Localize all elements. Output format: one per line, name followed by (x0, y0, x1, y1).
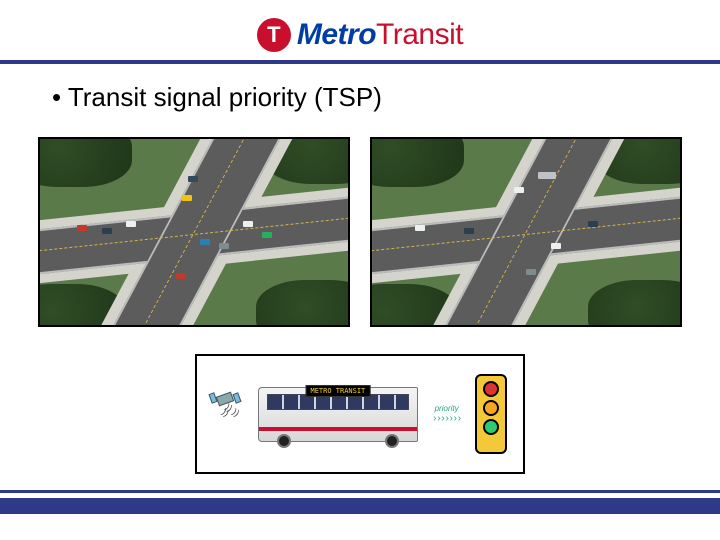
logo-word-transit: Transit (376, 18, 463, 52)
priority-label: priority (435, 404, 459, 413)
intersection-after-image (370, 137, 682, 327)
light-amber (483, 400, 499, 416)
vehicle (464, 228, 474, 234)
metrotransit-logo: T Metro Transit (257, 18, 463, 52)
transit-bus-icon: METRO TRANSIT (258, 387, 418, 442)
vehicle (77, 225, 87, 231)
vehicle (182, 195, 192, 201)
gps-satellite-icon: )) )) )) (213, 394, 243, 434)
logo-word-metro: Metro (297, 18, 376, 52)
vehicle (243, 221, 253, 227)
bullet-tsp: Transit signal priority (TSP) (52, 82, 688, 113)
vehicle (415, 225, 425, 231)
vehicle (200, 239, 210, 245)
slide-body: Transit signal priority (TSP) (0, 64, 720, 327)
light-red (483, 381, 499, 397)
logo-letter: T (267, 22, 280, 48)
vehicle (514, 187, 524, 193)
vehicle (219, 243, 229, 249)
vehicle (538, 172, 556, 179)
vehicle (588, 221, 598, 227)
priority-signal-waves: priority › › › › › › › (433, 404, 460, 424)
logo-wordmark: Metro Transit (297, 18, 463, 52)
vehicle (176, 273, 186, 279)
slide-header: T Metro Transit (0, 0, 720, 58)
vehicle (262, 232, 272, 238)
intersection-before-image (38, 137, 350, 327)
bus-destination-sign: METRO TRANSIT (305, 385, 370, 397)
light-green (483, 419, 499, 435)
traffic-light-icon (475, 374, 507, 454)
logo-t-circle-icon: T (257, 18, 291, 52)
vehicle (126, 221, 136, 227)
vehicle (102, 228, 112, 234)
signal-wave-icon: › › › › › › › (433, 413, 460, 424)
intersection-images-row (38, 137, 682, 327)
footer-divider (0, 490, 720, 514)
vehicle (526, 269, 536, 275)
bus-signal-diagram: )) )) )) METRO TRANSIT priority › › › › … (195, 354, 525, 474)
vehicle (188, 176, 198, 182)
vehicle (551, 243, 561, 249)
